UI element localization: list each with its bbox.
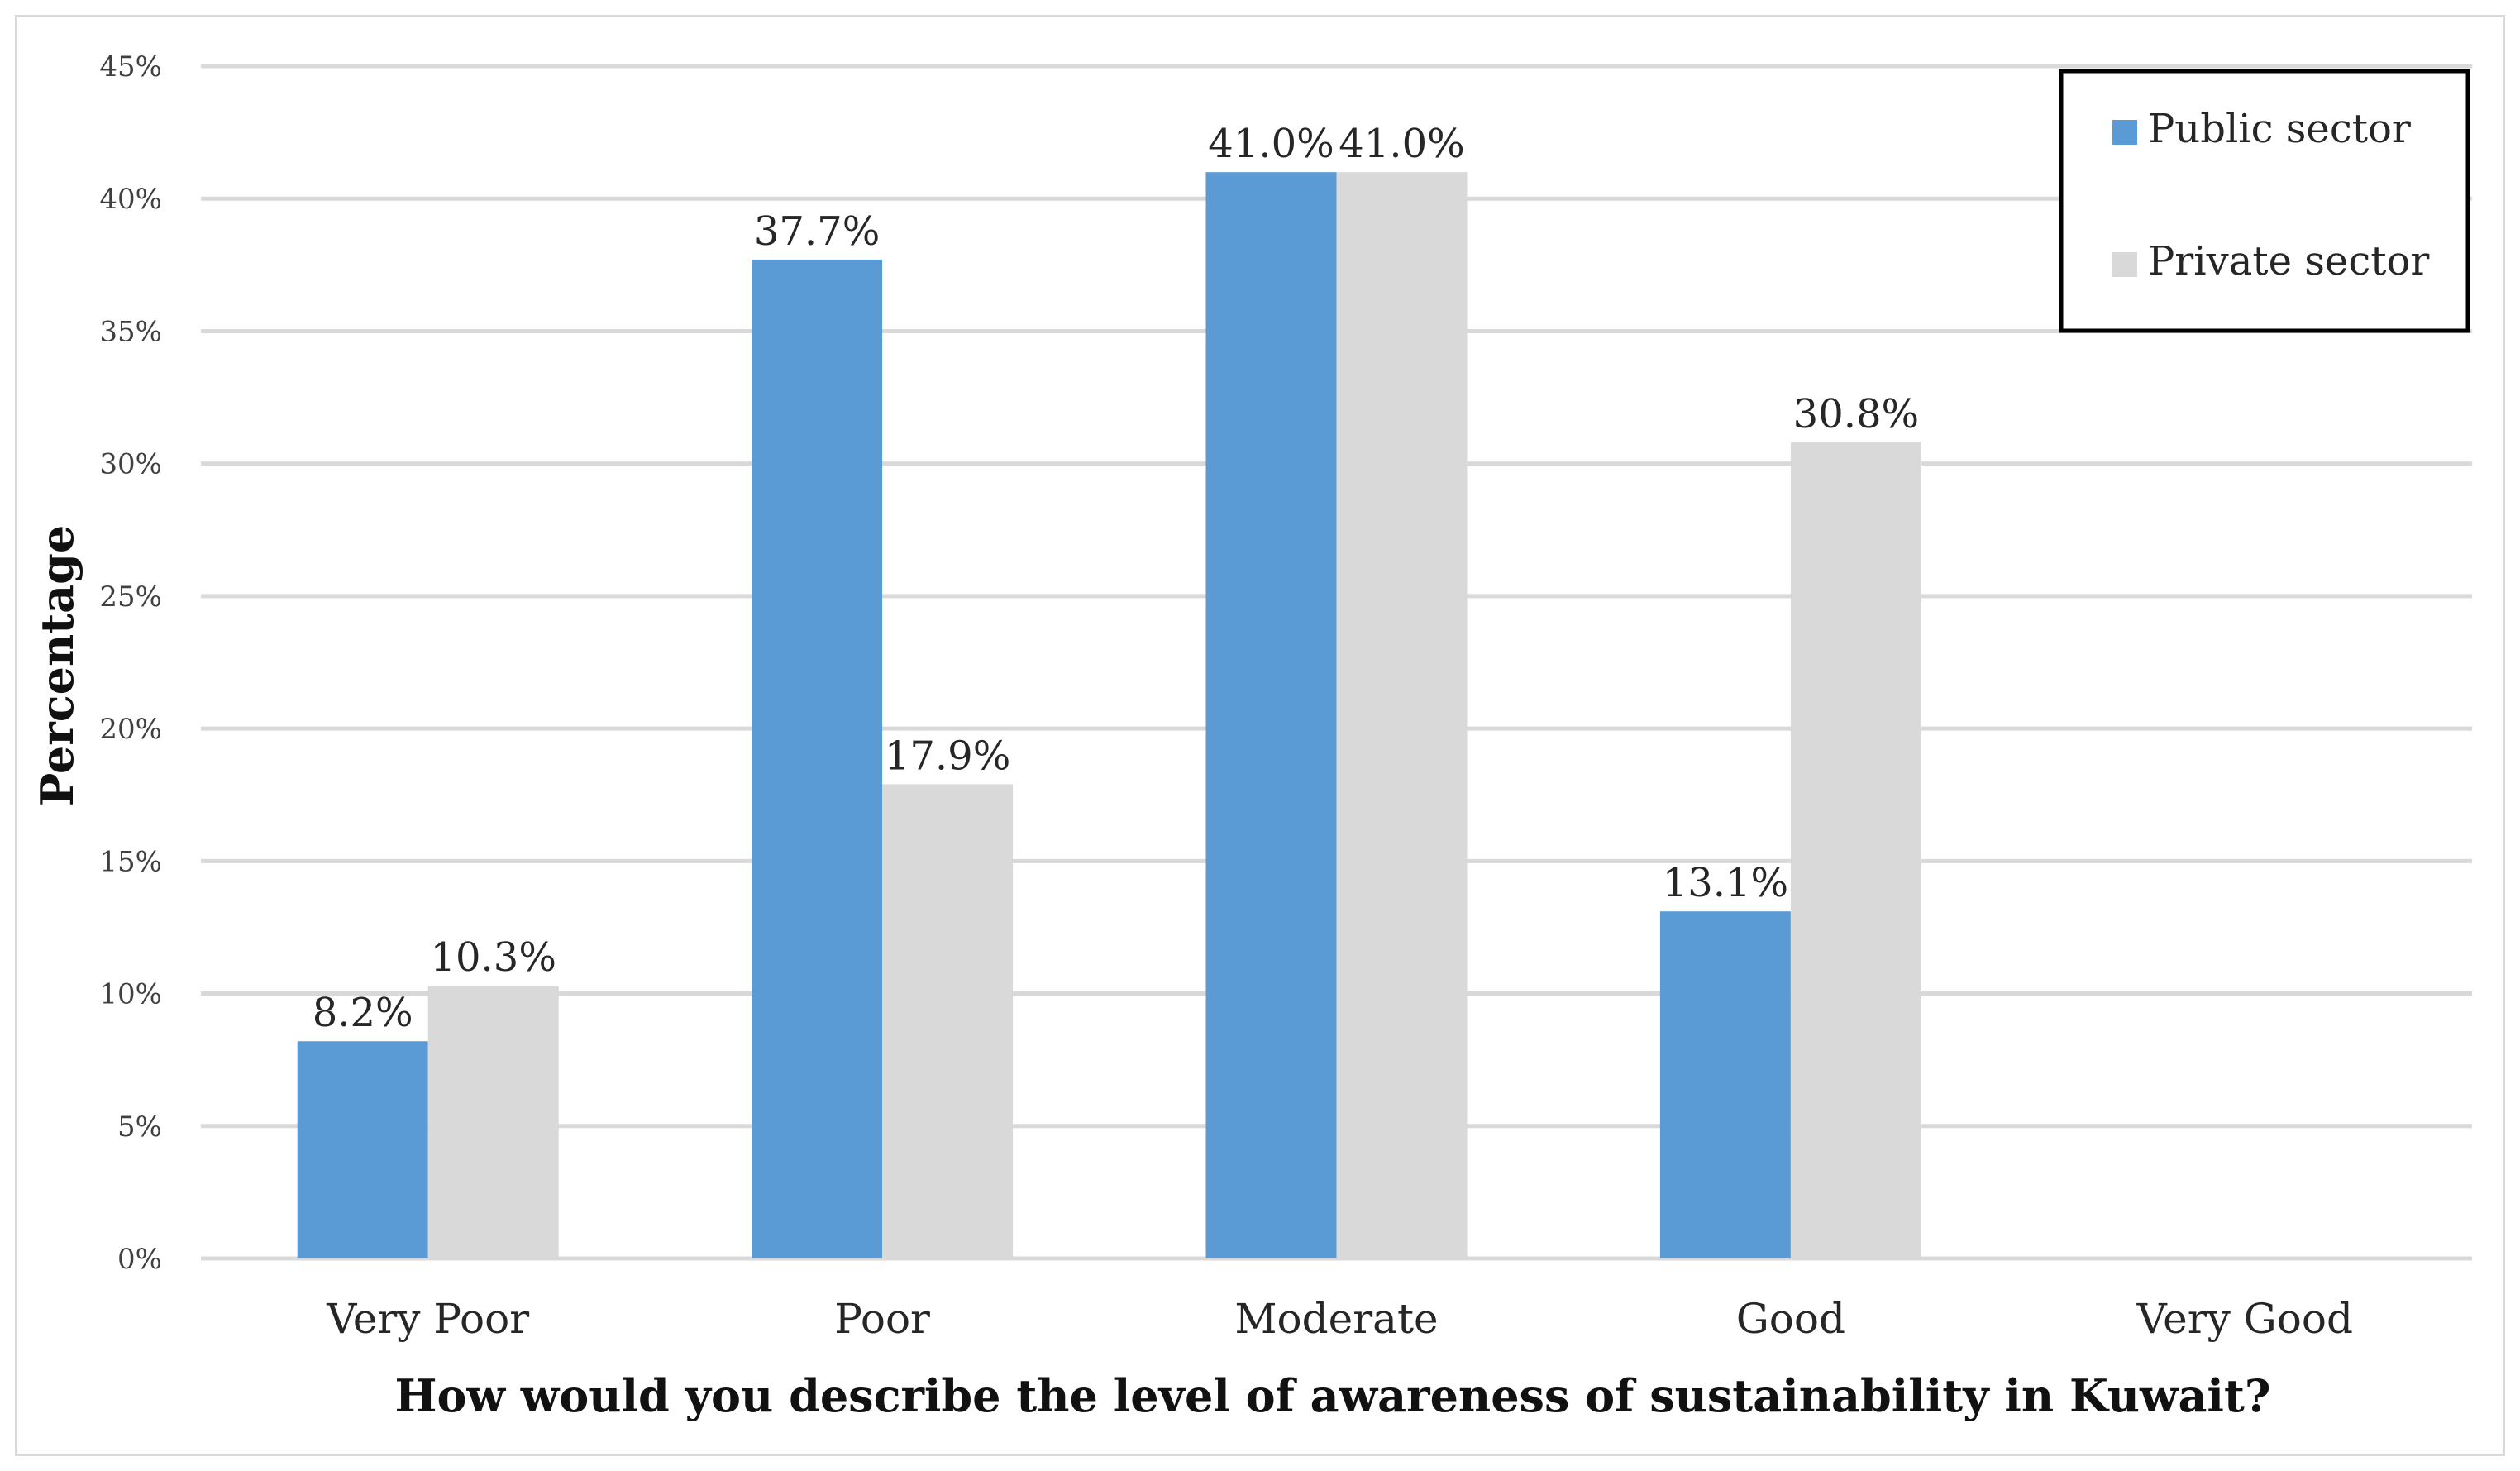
y-tick-label: 45% [99,50,162,84]
y-tick-label: 0% [117,1243,162,1276]
y-axis-title: Percentage [31,525,84,807]
y-tick-label: 20% [99,713,162,746]
data-label: 10.3% [430,934,556,981]
x-category-label: Very Good [2136,1295,2353,1343]
y-tick-label: 40% [99,183,162,216]
bar-public-sector [297,1041,428,1258]
data-label: 37.7% [754,208,880,255]
bars [297,172,1921,1259]
legend: Public sector Private sector [2059,69,2470,333]
y-tick-label: 15% [99,845,162,878]
data-labels: 8.2% 10.3% 37.7% 17.9% 41.0% 41.0% 13.1% 30.8% [313,121,1919,1036]
bar-public-sector [752,259,883,1258]
legend-swatch-public-sector [2112,120,2137,145]
x-axis-title: How would you describe the level of awar… [394,1369,2270,1422]
legend-label-private-sector: Private sector [2148,238,2429,284]
x-category-label: Very Poor [326,1295,529,1343]
legend-swatch-private-sector [2112,252,2137,277]
data-label: 13.1% [1663,860,1788,906]
y-tick-label: 10% [99,978,162,1011]
x-category-label: Moderate [1234,1295,1438,1343]
bar-private-sector [1336,172,1468,1259]
y-tick-labels: 0% 5% 10% 15% 20% 25% 30% 35% 40% 45% [99,50,162,1276]
x-category-label: Good [1736,1295,1845,1343]
bar-private-sector [427,985,559,1258]
data-label: 41.0% [1208,121,1334,167]
bar-private-sector [882,784,1014,1258]
data-label: 17.9% [885,733,1010,779]
data-label: 8.2% [313,990,413,1036]
legend-box [2059,69,2470,333]
x-category-label: Poor [834,1295,930,1343]
bar-public-sector [1205,172,1337,1259]
y-tick-label: 35% [99,315,162,348]
category-labels: Very Poor Poor Moderate Good Very Good [326,1295,2353,1343]
y-tick-label: 5% [117,1110,162,1144]
bar-public-sector [1659,911,1791,1258]
y-tick-label: 25% [99,580,162,614]
legend-label-public-sector: Public sector [2148,106,2411,152]
bar-private-sector [1790,442,1921,1258]
y-tick-label: 30% [99,448,162,481]
data-label: 41.0% [1339,121,1464,167]
data-label: 30.8% [1793,391,1919,437]
